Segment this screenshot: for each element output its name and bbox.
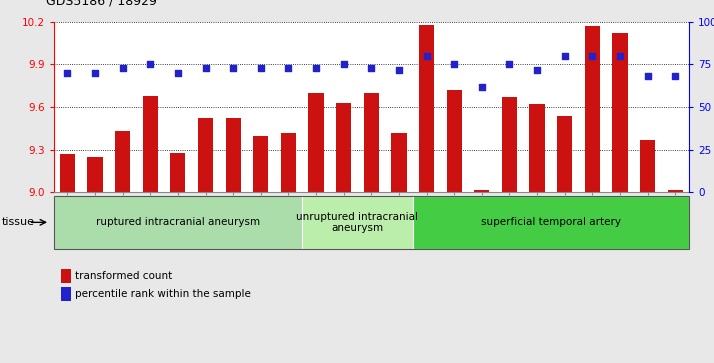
Point	[531, 67, 543, 73]
Bar	[363, 93, 379, 192]
Bar	[557, 116, 573, 192]
Bar	[640, 140, 655, 192]
Point	[421, 53, 432, 59]
Text: unruptured intracranial
aneurysm: unruptured intracranial aneurysm	[296, 212, 418, 233]
Point	[559, 53, 570, 59]
Bar	[143, 96, 158, 192]
Text: percentile rank within the sample: percentile rank within the sample	[75, 289, 251, 299]
Point	[172, 70, 183, 76]
Point	[255, 65, 266, 71]
Point	[117, 65, 129, 71]
Text: ruptured intracranial aneurysm: ruptured intracranial aneurysm	[96, 217, 260, 227]
Bar	[474, 189, 489, 192]
Point	[311, 65, 322, 71]
Bar	[613, 33, 628, 192]
Bar	[226, 118, 241, 192]
Bar	[253, 135, 268, 192]
Bar	[336, 103, 351, 192]
Point	[89, 70, 101, 76]
Bar	[115, 131, 130, 192]
Bar	[446, 90, 462, 192]
Point	[476, 84, 488, 90]
Point	[670, 73, 681, 79]
Bar	[585, 26, 600, 192]
Text: tissue: tissue	[1, 217, 34, 227]
Bar	[281, 133, 296, 192]
Bar	[530, 104, 545, 192]
Bar	[170, 152, 186, 192]
Point	[393, 67, 405, 73]
Point	[614, 53, 625, 59]
Text: transformed count: transformed count	[75, 271, 172, 281]
Bar	[60, 154, 75, 192]
Point	[283, 65, 294, 71]
Bar	[87, 157, 103, 192]
Point	[448, 62, 460, 68]
Bar	[419, 25, 434, 192]
Bar	[308, 93, 323, 192]
Bar	[502, 97, 517, 192]
Point	[200, 65, 211, 71]
Point	[338, 62, 349, 68]
Point	[366, 65, 377, 71]
Bar	[668, 189, 683, 192]
Point	[61, 70, 73, 76]
Bar	[198, 118, 213, 192]
Bar	[391, 133, 406, 192]
Point	[503, 62, 515, 68]
Text: superficial temporal artery: superficial temporal artery	[481, 217, 621, 227]
Point	[144, 62, 156, 68]
Point	[587, 53, 598, 59]
Point	[642, 73, 653, 79]
Text: GDS5186 / 18929: GDS5186 / 18929	[46, 0, 157, 7]
Point	[228, 65, 239, 71]
